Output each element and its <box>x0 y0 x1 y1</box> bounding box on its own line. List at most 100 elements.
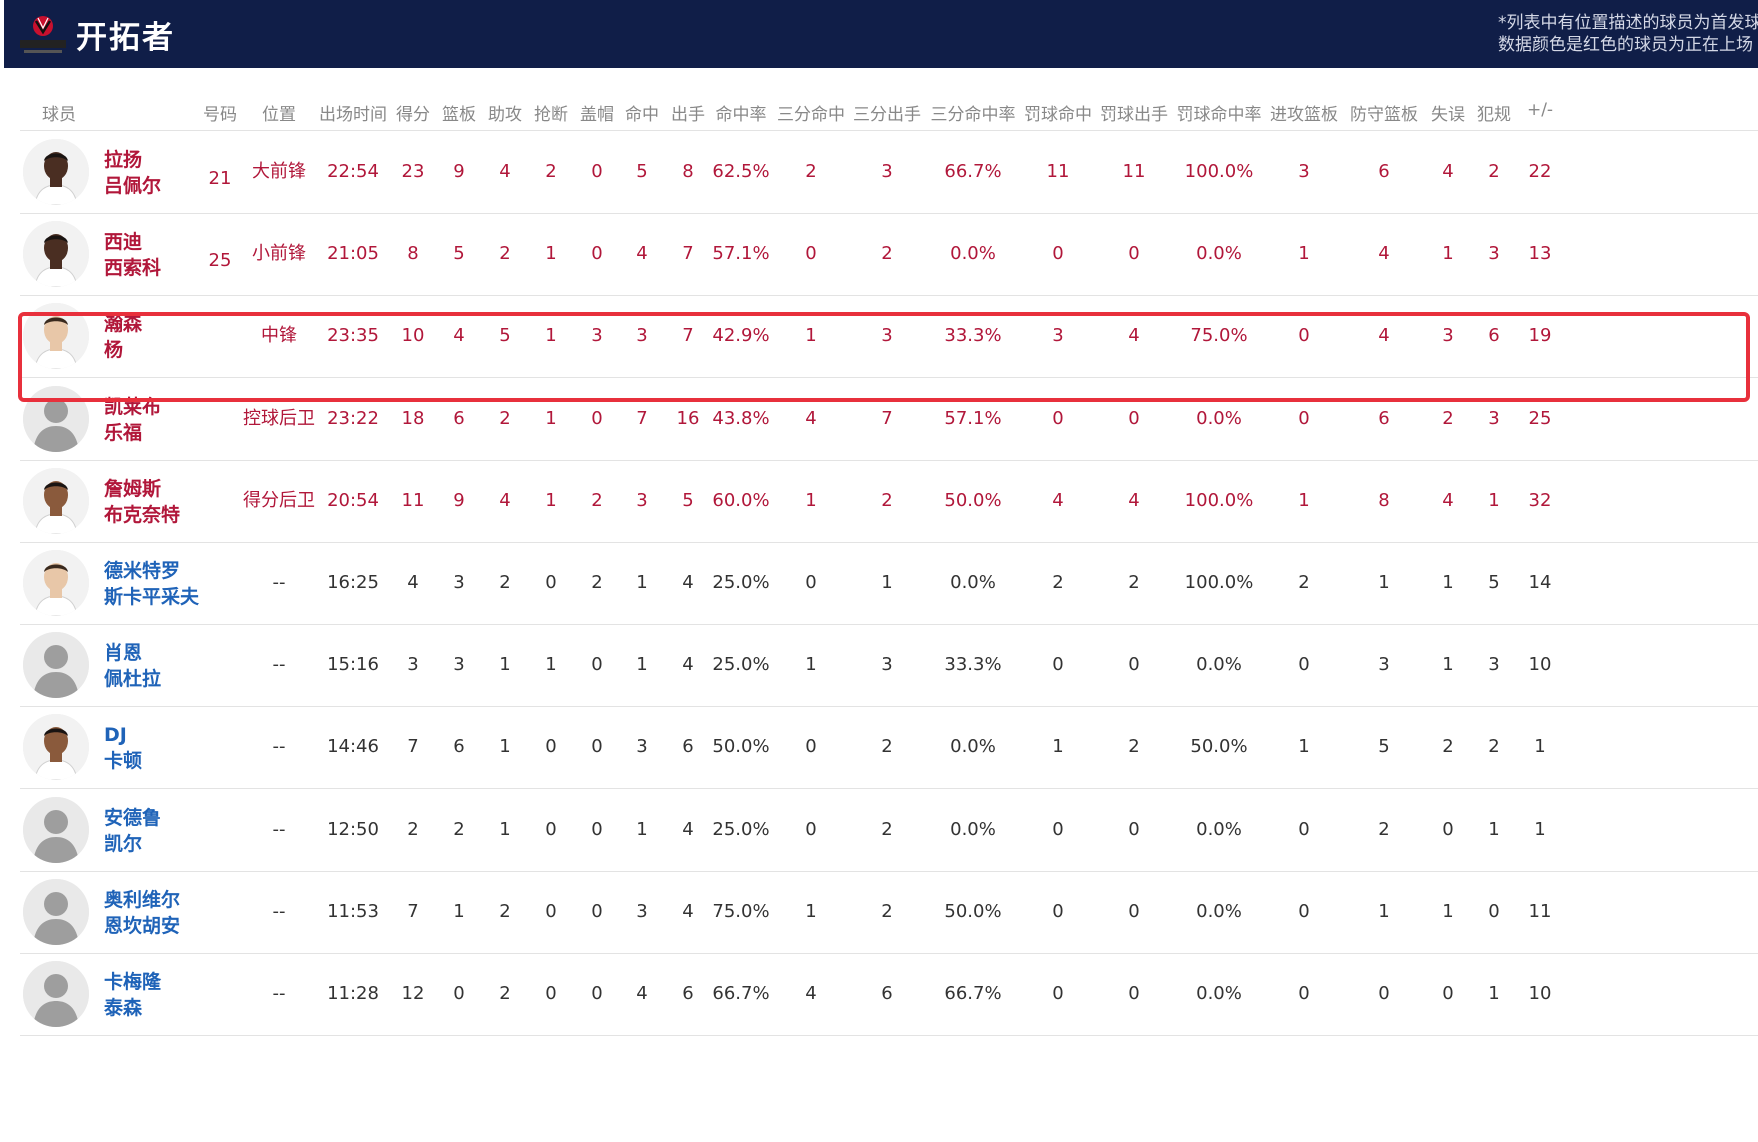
stat-cell: 3 <box>1298 161 1310 182</box>
stat-cell: -- <box>272 572 286 593</box>
stat-cell: 2 <box>407 818 419 840</box>
stat-cell: 0 <box>1128 243 1140 265</box>
column-header[interactable]: 失误 <box>1431 105 1465 125</box>
player-name-line-2: 西索科 <box>104 257 162 280</box>
column-header[interactable]: 号码 <box>203 105 237 125</box>
stat-cell: 1 <box>545 654 557 676</box>
stat-cell: 3 <box>453 572 465 593</box>
stat-cell: 66.7% <box>712 983 770 1004</box>
stat-cell: 2 <box>881 243 893 265</box>
stat-cell: 1 <box>805 325 817 347</box>
stat-cell: 3 <box>636 489 648 511</box>
column-header[interactable]: 篮板 <box>442 105 476 125</box>
player-avatar <box>23 796 89 863</box>
table-row[interactable]: 瀚森杨 中锋 23:35 10 4 5 1 3 3 7 42.9% 1 3 33.3% 3 4 75.0% 0 4 3… <box>20 295 1758 379</box>
stat-cell: 1 <box>1378 572 1390 593</box>
stat-cell: 4 <box>499 489 511 511</box>
stat-cell: 23:22 <box>327 407 379 429</box>
table-row[interactable]: 肖恩 佩杜拉 -- 15:16 3 3 1 1 0 1 4 25.0% 1 3 33.3% 0 0 0.0% 0 3 1… <box>20 624 1758 708</box>
stat-cell: 7 <box>881 407 893 429</box>
stat-cell: 2 <box>881 818 893 840</box>
player-avatar <box>23 467 89 534</box>
table-row[interactable]: 安德鲁 凯尔 -- 12:50 2 2 1 0 0 1 4 25.0% 0 2 0.0% 0 0 0.0% 0 2 0 1… <box>20 789 1758 872</box>
stat-cell: 3 <box>1488 243 1500 265</box>
player-avatar <box>23 878 89 945</box>
stat-cell: 16 <box>676 407 700 429</box>
stat-cell: 25.0% <box>712 818 770 840</box>
column-header[interactable]: 三分命中率 <box>930 105 1016 125</box>
player-name-link[interactable]: 瀚森杨 <box>104 311 142 363</box>
table-row[interactable]: 卡梅隆 泰森 -- 11:28 12 0 2 0 0 4 6 66.7% 4 6 66.7% 0 0 0.0% 0 0… <box>20 953 1758 1036</box>
stat-cell: 5 <box>453 243 465 265</box>
table-row[interactable]: 奥利维尔 恩坎胡安 -- 11:53 7 1 2 0 0 3 4 75.0% 1 2 50.0% 0 0 0.0%… <box>20 871 1758 954</box>
stat-cell: 2 <box>1442 736 1454 758</box>
column-header[interactable]: 得分 <box>396 105 430 125</box>
column-header[interactable]: 犯规 <box>1477 105 1511 125</box>
column-header[interactable]: 抢断 <box>534 105 568 125</box>
player-name-link[interactable]: 肖恩 佩杜拉 <box>104 640 161 692</box>
player-name-link[interactable]: 詹姆斯 布克奈特 <box>104 476 180 528</box>
table-row[interactable]: 凯莱布 乐福 控球后卫 23:22 18 6 2 1 0 7 16 43.8% 4 7 57.1% 0 0 0.0… <box>20 378 1758 461</box>
team-header: 开拓者 *列表中有位置描述的球员为首发球 数据颜色是红色的球员为正在上场 <box>4 0 1758 68</box>
table-row[interactable]: 拉扬 吕佩尔 21 大前锋 22:54 23 9 4 2 0 5 8 62.5% 2 3 66.7% 11 11 1… <box>20 131 1758 214</box>
column-header[interactable]: 进攻篮板 <box>1270 105 1338 125</box>
table-row[interactable]: 西迪 西索科 25 小前锋 21:05 8 5 2 1 0 4 7 57.1% 0 2 0.0% 0 0 0.0% 1… <box>20 213 1758 297</box>
stat-cell: 2 <box>1442 407 1454 429</box>
stat-cell: 3 <box>453 654 465 676</box>
column-header[interactable]: 助攻 <box>488 105 522 125</box>
column-header[interactable]: +/- <box>1526 100 1554 120</box>
player-name-link[interactable]: 拉扬 吕佩尔 <box>104 147 161 199</box>
stat-cell: 11 <box>401 489 425 511</box>
column-header[interactable]: 命中率 <box>715 105 767 125</box>
stat-cell: 0.0% <box>950 572 996 593</box>
stat-cell: 5 <box>682 489 694 511</box>
stat-cell: 得分后卫 <box>243 489 315 511</box>
column-header[interactable]: 球员 <box>42 105 76 125</box>
stat-cell: 2 <box>1298 572 1310 593</box>
player-avatar <box>23 961 89 1027</box>
stat-cell: 43.8% <box>712 407 770 429</box>
stat-cell: 0 <box>1128 654 1140 676</box>
stat-cell: -- <box>272 983 286 1004</box>
stat-cell: 0.0% <box>1196 983 1242 1004</box>
stat-cell: 25.0% <box>712 654 770 676</box>
table-row[interactable]: 詹姆斯 布克奈特 得分后卫 20:54 11 9 4 1 2 3 5 60.0% 1 2 50.0% 4 4 10… <box>20 460 1758 543</box>
stat-cell: 3 <box>881 161 893 182</box>
stat-cell: 11:53 <box>327 900 379 922</box>
column-header[interactable]: 出场时间 <box>319 105 387 125</box>
player-name-link[interactable]: 卡梅隆 泰森 <box>104 969 161 1021</box>
stat-cell: 16:25 <box>327 572 379 593</box>
stat-cell: 57.1% <box>944 407 1002 429</box>
stat-cell: 3 <box>881 654 893 676</box>
stat-cell: 0.0% <box>950 243 996 265</box>
stat-cell: 0.0% <box>1196 654 1242 676</box>
column-header[interactable]: 三分命中 <box>777 105 845 125</box>
column-header[interactable]: 防守篮板 <box>1350 105 1418 125</box>
column-header[interactable]: 罚球命中 <box>1024 105 1092 125</box>
stat-cell: 1 <box>1442 900 1454 922</box>
stat-cell: 3 <box>636 736 648 758</box>
player-name-link[interactable]: 奥利维尔 恩坎胡安 <box>104 887 180 939</box>
player-name-link[interactable]: 凯莱布 乐福 <box>104 394 161 446</box>
stat-cell: 6 <box>1378 407 1390 429</box>
column-header[interactable]: 盖帽 <box>580 105 614 125</box>
stat-cell: 4 <box>453 325 465 347</box>
column-header[interactable]: 位置 <box>262 105 296 125</box>
column-header[interactable]: 命中 <box>625 105 659 125</box>
column-header[interactable]: 三分出手 <box>853 105 921 125</box>
stat-cell: 23 <box>401 161 425 182</box>
player-name-link[interactable]: 德米特罗 斯卡平采夫 <box>104 558 199 610</box>
column-header[interactable]: 罚球命中率 <box>1176 105 1262 125</box>
player-name-line-1: DJ <box>104 724 127 747</box>
stat-cell: 0 <box>805 243 817 265</box>
column-header[interactable]: 出手 <box>671 105 705 125</box>
player-name-line-1: 卡梅隆 <box>104 971 162 993</box>
player-name-link[interactable]: DJ 卡顿 <box>104 722 142 774</box>
player-name-link[interactable]: 安德鲁 凯尔 <box>104 805 161 857</box>
stat-cell: 4 <box>682 654 694 676</box>
column-header[interactable]: 罚球出手 <box>1100 105 1168 125</box>
stat-cell: 0 <box>591 243 603 265</box>
table-row[interactable]: DJ 卡顿 -- 14:46 7 6 1 0 0 3 6 50.0% 0 2 0.0% 1 2 50.0% 1 5 2 2… <box>20 706 1758 790</box>
player-name-link[interactable]: 西迪 西索科 <box>104 229 161 281</box>
table-row[interactable]: 德米特罗 斯卡平采夫 -- 16:25 4 3 2 0 2 1 4 25.0% 0 1 0.0% 2 2 100.… <box>20 542 1758 625</box>
